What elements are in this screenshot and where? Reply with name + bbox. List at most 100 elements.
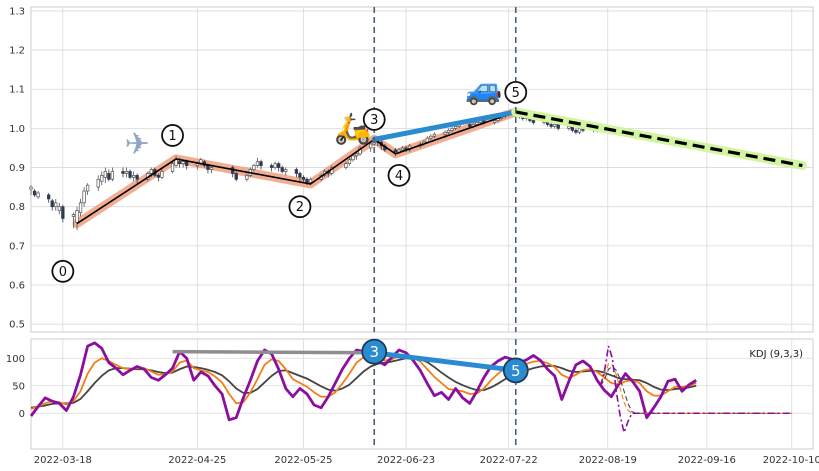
candle-body bbox=[170, 163, 175, 172]
xtick-label: 2022-08-19 bbox=[579, 455, 637, 466]
candle-body bbox=[298, 173, 302, 178]
price-plot-area bbox=[30, 6, 814, 333]
candle-body bbox=[96, 178, 100, 188]
price-ytick-label: 0.7 bbox=[9, 241, 25, 252]
candle-body bbox=[443, 131, 447, 135]
trend-segment bbox=[371, 109, 519, 142]
candle-body bbox=[259, 161, 263, 166]
wave-label-text: 3 bbox=[370, 113, 378, 128]
wave-label-circle bbox=[362, 107, 386, 131]
candle-body bbox=[128, 171, 132, 178]
price-ytick-label: 0.9 bbox=[9, 163, 25, 174]
wave-label-circle bbox=[288, 195, 312, 219]
candle-body bbox=[269, 165, 274, 168]
candle-body bbox=[453, 126, 458, 129]
candle-body bbox=[294, 169, 299, 174]
airplane-icon: ✈ bbox=[125, 127, 150, 162]
candle-body bbox=[61, 206, 65, 219]
kdj-marker-circle bbox=[502, 357, 529, 384]
candle-body bbox=[231, 167, 235, 174]
candle-body bbox=[446, 129, 451, 133]
candle-body bbox=[308, 178, 313, 183]
kdj-ytick-label: 0 bbox=[19, 409, 25, 420]
candle-body bbox=[468, 124, 472, 127]
candle-body bbox=[234, 173, 238, 180]
candle-body bbox=[75, 210, 79, 223]
candle-body bbox=[432, 133, 437, 137]
candle-body bbox=[475, 122, 479, 125]
candle-body bbox=[351, 155, 355, 161]
candle-body bbox=[177, 161, 182, 164]
candle-body bbox=[425, 137, 429, 143]
candle-body bbox=[531, 120, 536, 123]
car-icon: 🚙 bbox=[465, 72, 502, 107]
kdj-divergence-line bbox=[172, 349, 375, 355]
candle-body bbox=[556, 124, 560, 129]
kdj-marker-text: 3 bbox=[369, 343, 379, 361]
candle-body bbox=[107, 173, 111, 180]
wave-label-circle bbox=[51, 259, 75, 283]
forecast-line bbox=[515, 110, 803, 168]
candle-body bbox=[252, 165, 256, 170]
wave-label-circle bbox=[387, 163, 411, 187]
price-ytick-label: 0.8 bbox=[9, 202, 25, 213]
candle-body bbox=[29, 186, 33, 190]
candle-body bbox=[82, 190, 86, 204]
wave-label-text: 1 bbox=[168, 129, 176, 144]
xtick-label: 2022-07-22 bbox=[480, 455, 538, 466]
candle-body bbox=[135, 175, 139, 180]
candle-body bbox=[110, 171, 115, 180]
candle-body bbox=[567, 126, 571, 129]
kdj-label: KDJ (9,3,3) bbox=[749, 349, 803, 360]
kdj-j-forecast bbox=[599, 345, 792, 436]
candle-body bbox=[185, 161, 189, 166]
candle-body bbox=[354, 153, 359, 157]
xtick-label: 2022-06-23 bbox=[377, 455, 435, 466]
candle-body bbox=[71, 214, 76, 217]
candle-body bbox=[36, 192, 40, 198]
candle-body bbox=[54, 202, 58, 208]
kdj-ytick-label: 50 bbox=[12, 381, 25, 392]
candle-body bbox=[450, 128, 454, 131]
price-ytick-label: 1.0 bbox=[9, 124, 25, 135]
candle-body bbox=[195, 163, 199, 166]
candle-body bbox=[174, 159, 178, 166]
kdj-plot-area bbox=[30, 338, 814, 450]
xtick-label: 2022-09-16 bbox=[678, 455, 736, 466]
candle-body bbox=[149, 169, 153, 174]
xtick-label: 2022-03-18 bbox=[34, 455, 92, 466]
candle-body bbox=[160, 171, 164, 178]
candle-body bbox=[492, 120, 497, 123]
wave-line bbox=[76, 111, 517, 225]
candle-body bbox=[255, 161, 260, 166]
candle-body bbox=[429, 135, 433, 139]
candle-body bbox=[32, 190, 37, 196]
candle-body bbox=[57, 206, 61, 211]
wave-label-text: 4 bbox=[395, 169, 403, 184]
price-ytick-label: 0.6 bbox=[9, 281, 25, 292]
candle-body bbox=[393, 149, 398, 153]
candle-body bbox=[574, 129, 578, 133]
candle-body bbox=[301, 176, 306, 180]
price-ytick-label: 0.5 bbox=[9, 320, 25, 331]
wave-label-circle bbox=[161, 124, 184, 147]
kdj-trend-segment bbox=[373, 350, 517, 373]
candle-body bbox=[85, 184, 90, 192]
candle-body bbox=[100, 175, 104, 182]
wave-label-text: 2 bbox=[296, 200, 304, 215]
kdj-marker-circle bbox=[361, 338, 388, 365]
candle-body bbox=[305, 178, 309, 183]
wave-label-circle bbox=[504, 80, 528, 104]
candle-body bbox=[78, 202, 83, 213]
kdj-panel: 2022-03-18 2022-04-25 2022-05-25 2022-06-23… bbox=[6, 338, 819, 466]
xtick-label: 2022-05-25 bbox=[274, 455, 332, 466]
candle-body bbox=[549, 124, 553, 127]
candle-body bbox=[284, 169, 288, 172]
candle-body bbox=[206, 165, 210, 170]
wave-label-text: 5 bbox=[512, 86, 520, 101]
candle-body bbox=[344, 163, 348, 168]
candle-body bbox=[209, 167, 214, 170]
xtick-label: 2022-10-10 bbox=[763, 455, 819, 466]
candle-body bbox=[50, 200, 54, 208]
